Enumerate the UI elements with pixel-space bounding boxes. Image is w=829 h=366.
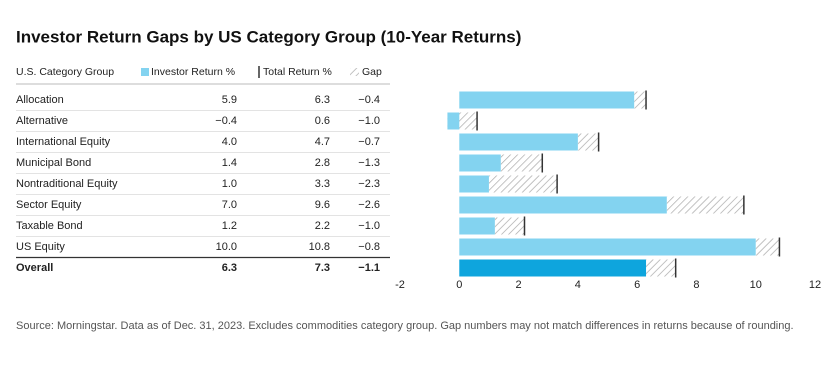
investor-bar [459, 217, 495, 235]
x-tick-label: 10 [750, 279, 762, 291]
investor-bar [459, 91, 635, 109]
column-header: U.S. Category Group [16, 66, 114, 78]
investor-bar [459, 238, 756, 256]
investor-bar [459, 196, 667, 214]
value-label: −1.0 [358, 220, 380, 232]
gap-bar [634, 91, 647, 109]
value-label: 0.6 [315, 115, 330, 127]
value-label: 2.8 [315, 157, 330, 169]
value-label: 4.7 [315, 136, 330, 148]
value-label: 6.3 [222, 262, 237, 274]
category-label: Overall [16, 262, 53, 274]
value-label: −1.3 [358, 157, 380, 169]
value-label: 7.0 [222, 199, 237, 211]
source-note: Source: Morningstar. Data as of Dec. 31,… [16, 320, 794, 332]
x-tick-label: 2 [516, 279, 522, 291]
x-tick-label: -2 [395, 279, 405, 291]
value-label: 7.3 [315, 262, 330, 274]
x-tick-label: 0 [456, 279, 462, 291]
gap-bar [488, 175, 558, 193]
value-label: −2.3 [358, 178, 380, 190]
investor-bar [459, 175, 489, 193]
gap-bar [755, 238, 780, 256]
category-label: Alternative [16, 115, 68, 127]
value-label: 10.0 [216, 241, 237, 253]
investor-bar [459, 133, 578, 151]
investor-bar [459, 259, 647, 277]
value-label: −2.6 [358, 199, 380, 211]
category-label: US Equity [16, 241, 65, 253]
value-label: −0.7 [358, 136, 380, 148]
value-label: −0.4 [358, 94, 380, 106]
value-label: 10.8 [309, 241, 330, 253]
value-label: 1.2 [222, 220, 237, 232]
gap-bar [494, 217, 525, 235]
gap-bar [500, 154, 543, 172]
value-label: −0.8 [358, 241, 380, 253]
value-label: 1.4 [222, 157, 237, 169]
legend-swatch [350, 68, 359, 76]
value-label: 4.0 [222, 136, 237, 148]
x-tick-label: 8 [693, 279, 699, 291]
value-label: 3.3 [315, 178, 330, 190]
value-label: 9.6 [315, 199, 330, 211]
value-label: −1.0 [358, 115, 380, 127]
x-tick-label: 4 [575, 279, 581, 291]
legend-swatch [141, 68, 149, 76]
category-label: Nontraditional Equity [16, 178, 118, 190]
legend-label: Total Return % [263, 66, 332, 78]
category-label: Municipal Bond [16, 157, 91, 169]
x-tick-label: 12 [809, 279, 821, 291]
chart-title: Investor Return Gaps by US Category Grou… [16, 27, 521, 46]
gap-bar [577, 133, 599, 151]
value-label: 2.2 [315, 220, 330, 232]
value-label: 5.9 [222, 94, 237, 106]
x-tick-label: 6 [634, 279, 640, 291]
value-label: 6.3 [315, 94, 330, 106]
legend-label: Investor Return % [151, 66, 235, 78]
category-label: International Equity [16, 136, 111, 148]
legend-label: Gap [362, 66, 382, 78]
category-label: Allocation [16, 94, 64, 106]
category-label: Taxable Bond [16, 220, 83, 232]
investor-bar [447, 112, 460, 130]
gap-bar [666, 196, 744, 214]
category-label: Sector Equity [16, 199, 82, 211]
value-label: −0.4 [215, 115, 237, 127]
gap-bar [646, 259, 676, 277]
investor-bar [459, 154, 501, 172]
value-label: 1.0 [222, 178, 237, 190]
value-label: −1.1 [358, 262, 380, 274]
